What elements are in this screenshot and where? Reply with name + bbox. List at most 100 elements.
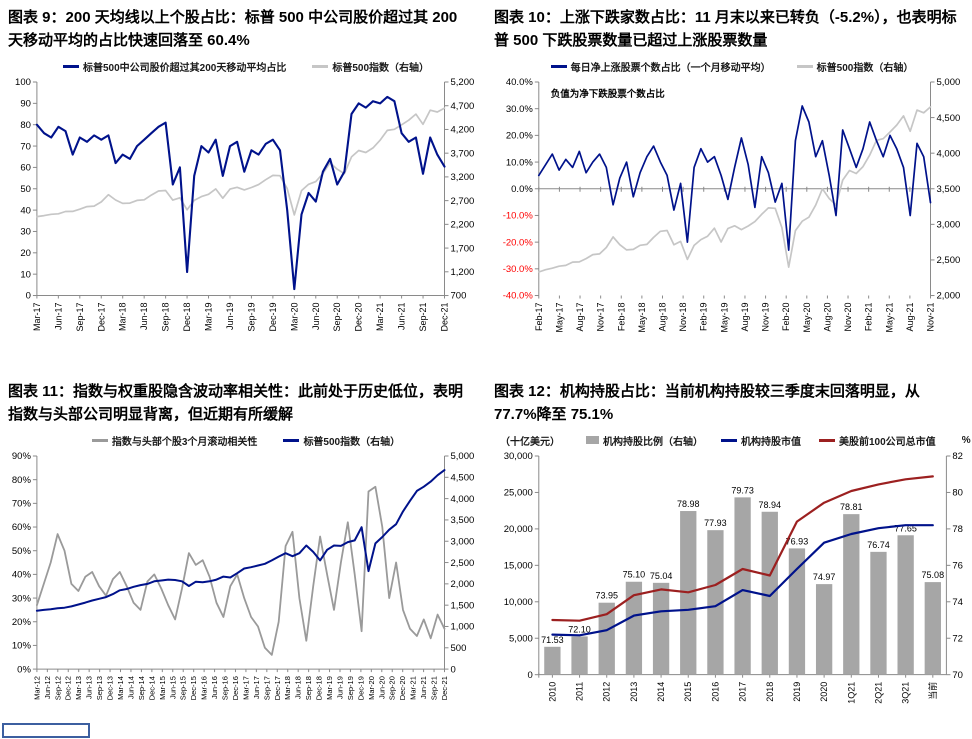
y-axis-left-tick-label: 0.0% [511, 184, 533, 195]
x-axis-tick-label: Sep-19 [246, 303, 256, 332]
figure-exhibit-11: 图表 11：指数与权重股隐含波动率相关性：此前处于历史低位，表明指数与头部公司明… [0, 374, 486, 732]
x-axis-tick-label: Dec-18 [315, 676, 324, 700]
x-axis-tick-label: Sep-20 [332, 303, 342, 332]
y-axis-left-tick-label: 20.0% [506, 131, 533, 142]
y-axis-left-tick-label: 30% [12, 593, 32, 604]
y-axis-right-tick-label: 1,500 [451, 600, 475, 611]
legend-label: 机构持股比例（右轴） [603, 436, 703, 448]
y-axis-left-tick-label: 30,000 [504, 451, 533, 462]
y-axis-right-tick-label: 5,000 [937, 77, 961, 88]
x-axis-tick-label: Aug-21 [905, 303, 915, 332]
y-axis-right-tick-label: 5,200 [451, 77, 475, 88]
legend-label: 标普500指数（右轴） [303, 436, 401, 448]
bar-institutional-holding-ratio [544, 646, 561, 675]
chart-title-10: 图表 10：上涨下跌家数占比：11 月末以来已转负（-5.2%），也表明标普 5… [494, 9, 957, 50]
series-spx-index [36, 107, 446, 218]
y-axis-left-tick-label: 70% [12, 499, 32, 510]
x-axis-tick-label: Aug-17 [575, 303, 585, 332]
y-axis-right-tick-label: 3,700 [451, 148, 475, 159]
legend-label: 指数与头部个股3个月滚动相关性 [111, 436, 258, 448]
x-axis-tick-label: Sep-18 [304, 676, 313, 700]
x-axis-tick-label: Sep-16 [221, 676, 230, 700]
x-axis-tick-label: 2019 [792, 682, 802, 702]
series-index-vs-top-stocks-3m-rolling-correlation [35, 485, 446, 656]
x-axis-tick-label: May-21 [884, 303, 894, 333]
x-axis-tick-label: Mar-14 [116, 676, 125, 700]
y-axis-right-tick-label: 5,000 [451, 451, 475, 462]
figure-exhibit-9: 图表 9：200 天均线以上个股占比：标普 500 中公司股价超过其 200 天… [0, 0, 486, 374]
y-axis-right-tick-label: 0 [451, 664, 456, 675]
legend-item: 美股前100公司总市值 [819, 433, 936, 448]
chart-title-12: 图表 12：机构持股占比：当前机构持股较三季度末回落明显，从 77.7%降至 7… [494, 383, 920, 424]
x-axis-tick-label: Mar-18 [118, 303, 128, 332]
x-axis-tick-label: Mar-12 [32, 676, 41, 700]
x-axis-tick-label: 1Q21 [846, 682, 856, 704]
bar-institutional-holding-ratio [815, 584, 833, 675]
y-axis-left-tick-label: 100 [15, 77, 31, 88]
legend-item: 每日净上涨股票个数占比（一个月移动平均） [550, 59, 771, 74]
x-axis-tick-label: 当前 [927, 682, 938, 700]
legend-label: 标普500指数（右轴） [816, 62, 914, 74]
x-axis-tick-label: Dec-12 [64, 676, 73, 700]
chart-title-11: 图表 11：指数与权重股隐含波动率相关性：此前处于历史低位，表明指数与头部公司明… [8, 383, 464, 424]
x-axis-tick-label: Nov-21 [926, 303, 936, 332]
x-axis-tick-label: Jun-15 [168, 676, 177, 699]
x-axis-tick-label: 2Q21 [873, 682, 883, 704]
x-axis-tick-label: Mar-21 [409, 676, 418, 700]
x-axis-tick-label: Dec-13 [106, 676, 115, 700]
x-axis-tick-label: May-17 [554, 303, 564, 333]
plot-annotation: 负值为净下跌股票个数占比 [551, 88, 666, 100]
bar-value-label: 78.98 [677, 499, 700, 509]
series-pct-above-200dma [35, 95, 446, 291]
bar-value-label: 75.04 [650, 571, 673, 581]
chart-canvas-9: 0 10 20 30 40 50 60 70 80 90 100 700 1,200 1,700 2,200… [15, 77, 475, 332]
x-axis-tick-label: Sep-15 [179, 676, 188, 700]
y-axis-left-tick-label: 30 [20, 227, 31, 238]
y-axis-left-tick-label: 10% [12, 641, 32, 652]
x-axis-tick-label: May-20 [802, 303, 812, 333]
y-axis-left-tick-label: 40 [20, 205, 31, 216]
x-axis-tick-label: Jun-18 [139, 303, 149, 331]
x-axis-tick-label: Dec-20 [398, 676, 407, 700]
bar-institutional-holding-ratio [761, 511, 778, 675]
legend-label: 每日净上涨股票个数占比（一个月移动平均） [570, 62, 771, 74]
x-axis-tick-label: 2014 [656, 682, 666, 702]
chart-canvas-10: -40.0% -30.0% -20.0% -10.0% 0.0% 10.0% 20.0% 30… [503, 77, 961, 333]
y-axis-left-tick-label: 90 [20, 99, 31, 110]
y-axis-right-tick-label: 4,000 [937, 148, 961, 159]
legend-item: 标普500中公司股价超过其200天移动平均占比 [62, 59, 286, 74]
x-axis-tick-label: Jun-13 [85, 676, 94, 699]
x-axis-tick-label: Sep-17 [75, 303, 85, 332]
x-axis-tick-label: Jun-20 [377, 676, 386, 699]
y-axis-left-tick-label: 0 [26, 291, 31, 302]
x-axis-tick-label: Mar-18 [283, 676, 292, 700]
x-axis-tick-label: Jun-16 [210, 676, 219, 699]
navy-line-legend-marker [283, 438, 300, 442]
y-axis-right-tick-label: 2,700 [451, 196, 475, 207]
x-axis-tick-label: Sep-19 [346, 676, 355, 700]
x-axis-tick-label: Dec-17 [273, 676, 282, 700]
y-axis-left-tick-label: 50 [20, 184, 31, 195]
y-axis-left-tick-label: 70 [20, 141, 31, 152]
legend-item: 机构持股比例（右轴） [586, 433, 703, 448]
x-axis-tick-label: Mar-17 [241, 676, 250, 700]
x-axis-tick-label: Dec-21 [440, 303, 450, 332]
x-axis-tick-label: Mar-16 [200, 676, 209, 700]
x-axis-tick-label: Nov-19 [761, 303, 771, 332]
x-axis-tick-label: Sep-20 [388, 676, 397, 700]
y-axis-left-tick-label: 60 [20, 163, 31, 174]
bar-value-label: 78.81 [840, 502, 863, 512]
y-axis-left-tick-label: 90% [12, 451, 32, 462]
y-axis-left-tick-label: 5,000 [509, 633, 533, 644]
legend-item: 机构持股市值 [721, 433, 801, 448]
y-axis-right-tick-label: 78 [952, 524, 963, 535]
bar-institutional-holding-ratio [652, 582, 670, 675]
x-axis-tick-label: Nov-18 [678, 303, 688, 332]
bar-value-label: 77.65 [894, 523, 917, 533]
dark-red-line-legend-marker [819, 438, 835, 442]
x-axis-tick-label: Jun-19 [225, 303, 235, 331]
y-axis-left-tick-label: -20.0% [503, 237, 534, 248]
navy-line-legend-marker [721, 438, 737, 442]
bar-institutional-holding-ratio [598, 602, 615, 675]
legend-label: 标普500指数（右轴） [332, 62, 430, 74]
